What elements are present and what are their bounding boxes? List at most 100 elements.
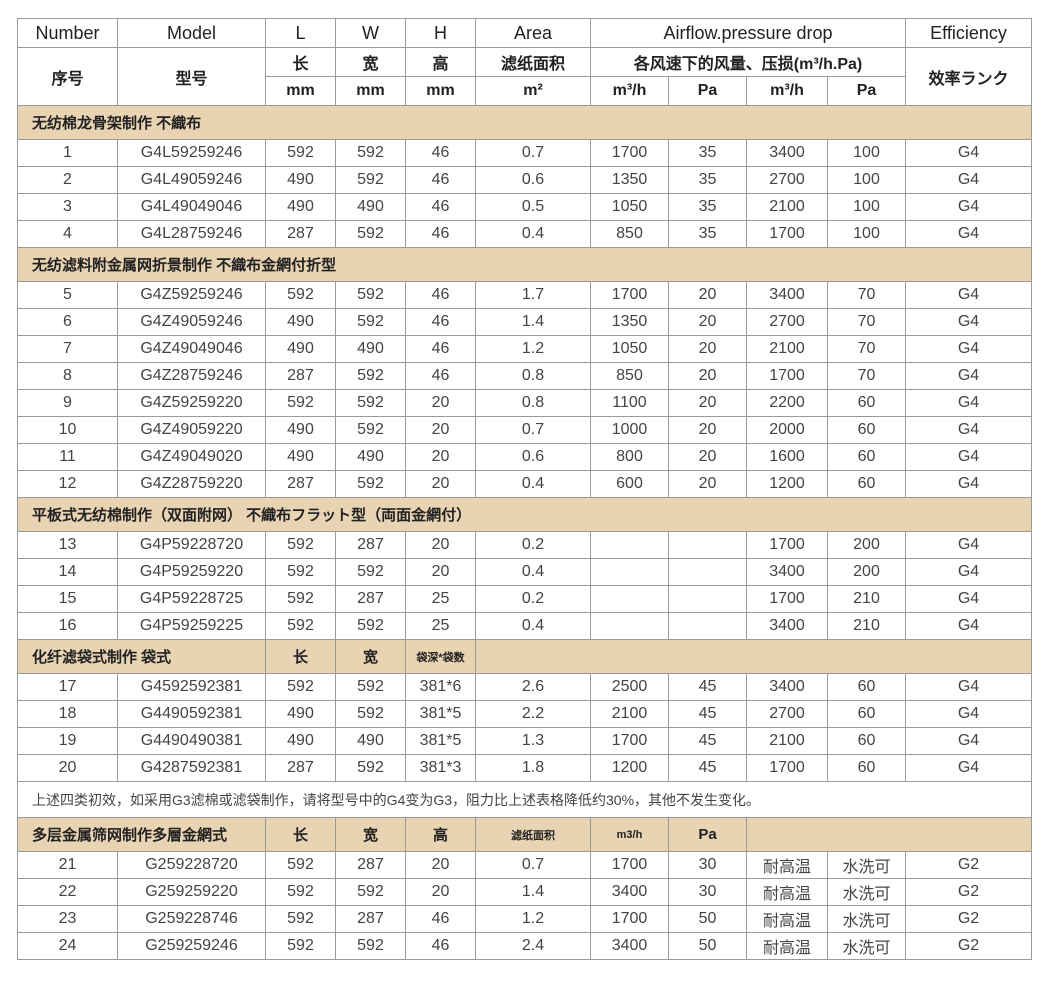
cell-height: 20 [405, 389, 476, 417]
cell-pressure-2: 100 [826, 193, 907, 221]
cell-pressure-1: 20 [668, 416, 747, 444]
section-blank [474, 639, 1033, 674]
cell-width: 592 [335, 308, 406, 336]
cell-pressure-1: 20 [668, 443, 747, 471]
unit-w: mm [335, 76, 406, 106]
note-row: 上述四类初效，如采用G3滤棉或滤袋制作，请将型号中的G4变为G3，阻力比上述表格… [16, 781, 1033, 818]
cell-width: 490 [335, 727, 406, 755]
cell-efficiency: G4 [905, 389, 1033, 417]
cell-model: G4L59259246 [117, 139, 266, 167]
cell-efficiency: G4 [905, 335, 1033, 363]
cell-area: 0.8 [475, 389, 591, 417]
cell-number: 17 [17, 673, 118, 701]
section-blank [745, 817, 1033, 852]
cell-number: 21 [17, 851, 118, 879]
cell-efficiency: G4 [905, 166, 1033, 194]
cell-length: 490 [265, 727, 336, 755]
cell-airflow-1: 1700 [590, 851, 669, 879]
table-row: 22 G259259220 592 592 20 1.4 3400 30 耐高温 水洗可 G2 [17, 878, 1033, 906]
cell-airflow-2: 2200 [746, 389, 828, 417]
cell-width: 592 [335, 612, 406, 640]
cell-length: 592 [265, 851, 336, 879]
table-row: 10 G4Z49059220 490 592 20 0.7 1000 20 2000 60 G4 [17, 416, 1033, 444]
cell-pressure-2: 100 [826, 220, 907, 248]
cell-height: 46 [405, 362, 476, 390]
cell-pressure-1: 45 [668, 754, 747, 782]
cell-airflow-2: 1700 [746, 531, 828, 559]
cell-width: 592 [335, 878, 406, 906]
cell-height: 381*6 [405, 673, 476, 701]
cell-height: 46 [405, 335, 476, 363]
header-cn-efficiency: 效率ランク [905, 47, 1033, 106]
table-row: 14 G4P59259220 592 592 20 0.4 3400 200 G4 [17, 558, 1033, 586]
header-h: H [405, 18, 476, 48]
cell-number: 2 [17, 166, 118, 194]
cell-height: 46 [405, 166, 476, 194]
cell-length: 592 [265, 932, 336, 960]
cell-length: 287 [265, 362, 336, 390]
cell-area: 0.7 [475, 416, 591, 444]
section-row: 多层金属筛网制作多層金網式长宽高滤纸面积 m3/h Pa [17, 817, 1033, 852]
unit-pressure-2: Pa [826, 76, 907, 106]
cell-airflow-2: 2100 [746, 727, 828, 755]
cell-width: 592 [335, 932, 406, 960]
cell-width: 592 [335, 166, 406, 194]
cell-efficiency: G4 [905, 558, 1033, 586]
cell-airflow-2: 1700 [746, 754, 828, 782]
table-row: 17 G4592592381 592 592 381*6 2.6 2500 45 3400 60 G… [17, 673, 1033, 701]
section-column-label: Pa [668, 817, 747, 852]
cell-height: 20 [405, 878, 476, 906]
table-row: 2 G4L49059246 490 592 46 0.6 1350 35 2700 100 G4 [17, 166, 1033, 194]
cell-pressure-2: 水洗可 [826, 878, 907, 906]
table-row: 6 G4Z49059246 490 592 46 1.4 1350 20 2700 70 G4 [17, 308, 1033, 336]
table-row: 3 G4L49049046 490 490 46 0.5 1050 35 2100 100 G4 [17, 193, 1033, 221]
cell-length: 490 [265, 443, 336, 471]
unit-pressure-1: Pa [668, 76, 747, 106]
cell-area: 0.7 [475, 851, 591, 879]
table-row: 16 G4P59259225 592 592 25 0.4 3400 210 G4 [17, 612, 1033, 640]
cell-airflow-2: 2100 [746, 193, 828, 221]
table-row: 13 G4P59228720 592 287 20 0.2 1700 200 G4 [17, 531, 1033, 559]
cell-pressure-2: 210 [826, 585, 907, 613]
cell-length: 490 [265, 335, 336, 363]
cell-area: 2.4 [475, 932, 591, 960]
header-efficiency: Efficiency [905, 18, 1033, 48]
cell-airflow-2: 耐高温 [746, 932, 828, 960]
section-column-label: 高 [405, 817, 476, 852]
cell-height: 20 [405, 851, 476, 879]
cell-efficiency: G4 [905, 700, 1033, 728]
cell-number: 23 [17, 905, 118, 933]
cell-model: G4L49059246 [117, 166, 266, 194]
cell-number: 9 [17, 389, 118, 417]
cell-airflow-2: 3400 [746, 673, 828, 701]
cell-width: 287 [335, 905, 406, 933]
cell-pressure-1 [668, 558, 747, 586]
section-column-label: 宽 [335, 817, 406, 852]
cell-model: G4Z49059220 [117, 416, 266, 444]
cell-airflow-1: 2100 [590, 700, 669, 728]
cell-height: 46 [405, 905, 476, 933]
cell-pressure-1: 35 [668, 220, 747, 248]
cell-length: 592 [265, 612, 336, 640]
cell-model: G4Z49059246 [117, 308, 266, 336]
cell-efficiency: G4 [905, 193, 1033, 221]
cell-pressure-2: 60 [826, 470, 907, 498]
cell-pressure-2: 60 [826, 673, 907, 701]
section-column-label: 宽 [335, 639, 406, 674]
cell-number: 4 [17, 220, 118, 248]
cell-model: G4P59259225 [117, 612, 266, 640]
cell-length: 592 [265, 905, 336, 933]
cell-pressure-2: 水洗可 [826, 851, 907, 879]
section-row: 无纺棉龙骨架制作 不織布 [16, 105, 1033, 140]
cell-number: 12 [17, 470, 118, 498]
cell-model: G4490490381 [117, 727, 266, 755]
header-row-chinese: 序号 型号 长 宽 高 滤纸面积 各风速下的风量、压损(m³/h.Pa) 效率ラ… [17, 47, 1033, 106]
table-row: 4 G4L28759246 287 592 46 0.4 850 35 1700 100 G4 [17, 220, 1033, 248]
cell-height: 20 [405, 443, 476, 471]
section-column-label: 滤纸面积 [475, 817, 591, 852]
header-model: Model [117, 18, 266, 48]
cell-pressure-2: 70 [826, 335, 907, 363]
cell-number: 13 [17, 531, 118, 559]
cell-number: 3 [17, 193, 118, 221]
cell-height: 25 [405, 612, 476, 640]
